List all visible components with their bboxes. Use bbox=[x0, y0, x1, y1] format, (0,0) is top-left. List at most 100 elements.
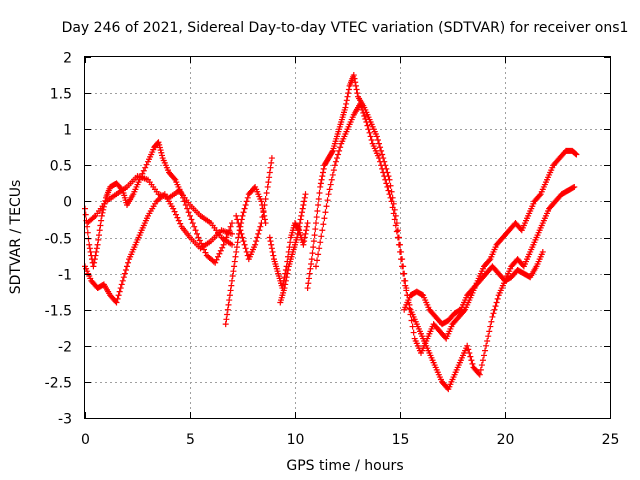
data-point-interp bbox=[343, 97, 350, 104]
data-point bbox=[212, 259, 219, 266]
data-point-interp bbox=[320, 165, 327, 172]
data-point-interp bbox=[461, 307, 468, 314]
data-point-interp bbox=[345, 86, 352, 93]
data-point bbox=[266, 234, 273, 241]
data-point-interp bbox=[174, 214, 181, 221]
data-point-interp bbox=[159, 152, 165, 159]
data-point-interp bbox=[494, 295, 501, 302]
data-point-interp bbox=[224, 311, 231, 318]
data-point-interp bbox=[287, 239, 294, 246]
data-point-interp bbox=[486, 328, 493, 335]
data-point-interp bbox=[188, 216, 195, 223]
data-point-interp bbox=[410, 329, 417, 336]
data-point-interp bbox=[310, 238, 317, 245]
data-point-interp bbox=[224, 306, 231, 313]
data-point-interp bbox=[399, 263, 406, 270]
data-point bbox=[313, 220, 319, 227]
data-point-interp bbox=[299, 209, 305, 216]
data-point-interp bbox=[283, 274, 290, 281]
data-point-interp bbox=[456, 307, 463, 314]
x-tick-label: 10 bbox=[287, 432, 305, 448]
data-point-interp bbox=[312, 226, 319, 233]
data-point bbox=[476, 371, 483, 378]
data-point-interp bbox=[294, 230, 301, 237]
data-point-interp bbox=[409, 323, 416, 330]
data-point-interp bbox=[228, 282, 235, 289]
data-point-interp bbox=[321, 215, 328, 222]
data-point-interp bbox=[171, 175, 178, 182]
data-point-interp bbox=[306, 270, 313, 277]
data-point-interp bbox=[309, 250, 316, 257]
data-point-interp bbox=[572, 150, 579, 157]
data-point-interp bbox=[419, 291, 426, 298]
data-point-interp bbox=[392, 222, 399, 229]
data-point-interp bbox=[233, 244, 240, 251]
data-point-interp bbox=[314, 257, 321, 264]
points-layer bbox=[82, 72, 580, 393]
data-point-interp bbox=[493, 299, 500, 306]
data-point-interp bbox=[329, 149, 336, 156]
data-point-interp bbox=[351, 75, 358, 82]
data-point-interp bbox=[345, 90, 352, 97]
data-point-interp bbox=[156, 144, 163, 151]
data-point-interp bbox=[352, 79, 359, 86]
data-point-interp bbox=[261, 202, 268, 209]
data-point-interp bbox=[82, 211, 89, 218]
data-point-interp bbox=[270, 252, 277, 259]
data-point bbox=[357, 100, 364, 107]
data-point-interp bbox=[99, 209, 106, 216]
ticks-layer bbox=[85, 57, 611, 419]
data-point-interp bbox=[387, 182, 394, 189]
x-tick-label: 25 bbox=[602, 432, 620, 448]
data-point-interp bbox=[306, 275, 312, 282]
data-point-interp bbox=[354, 90, 361, 97]
data-point-interp bbox=[282, 277, 289, 284]
data-point-interp bbox=[358, 103, 365, 110]
data-point-interp bbox=[124, 263, 130, 270]
data-point-interp bbox=[227, 287, 234, 294]
data-point-interp bbox=[379, 165, 386, 172]
data-point bbox=[571, 183, 578, 190]
tick-labels-layer: 0 5 10 15 20 25 2 1.5 1 0.5 0 -0.5 -1 -1.5 -2 -2.5 -3 bbox=[45, 51, 620, 449]
data-point-interp bbox=[485, 333, 492, 340]
data-point-interp bbox=[320, 221, 327, 228]
data-point bbox=[308, 256, 315, 263]
data-point bbox=[94, 241, 101, 248]
y-tick-label: -2 bbox=[58, 340, 72, 356]
data-point-interp bbox=[269, 248, 276, 255]
data-point-interp bbox=[467, 353, 474, 360]
data-point-interp bbox=[238, 230, 245, 237]
data-point bbox=[317, 183, 324, 190]
data-point-interp bbox=[171, 208, 178, 215]
series-track-e bbox=[233, 155, 275, 263]
data-point-interp bbox=[481, 352, 487, 359]
data-point-interp bbox=[383, 180, 390, 187]
data-point-interp bbox=[282, 281, 289, 288]
data-point-interp bbox=[234, 239, 241, 246]
data-point bbox=[187, 212, 193, 219]
data-point-interp bbox=[253, 238, 260, 245]
data-point-interp bbox=[219, 244, 226, 251]
data-point-interp bbox=[241, 241, 248, 248]
data-point-interp bbox=[305, 280, 312, 287]
data-point-interp bbox=[478, 362, 485, 369]
data-point-interp bbox=[326, 186, 333, 193]
data-point-interp bbox=[477, 366, 484, 373]
data-point-interp bbox=[334, 155, 340, 162]
data-point-interp bbox=[296, 223, 303, 230]
data-point-interp bbox=[344, 93, 351, 100]
data-point-interp bbox=[389, 204, 396, 211]
data-point-interp bbox=[255, 230, 262, 237]
data-point-interp bbox=[242, 245, 249, 252]
data-point-interp bbox=[232, 253, 239, 260]
data-point bbox=[342, 104, 349, 111]
data-point bbox=[304, 285, 311, 292]
data-point bbox=[319, 227, 326, 234]
data-point-interp bbox=[87, 248, 94, 255]
data-point bbox=[226, 292, 233, 299]
data-point bbox=[363, 118, 370, 125]
data-point-interp bbox=[484, 337, 491, 344]
data-point-interp bbox=[202, 249, 209, 256]
data-point-interp bbox=[330, 167, 337, 174]
data-point bbox=[222, 321, 229, 328]
